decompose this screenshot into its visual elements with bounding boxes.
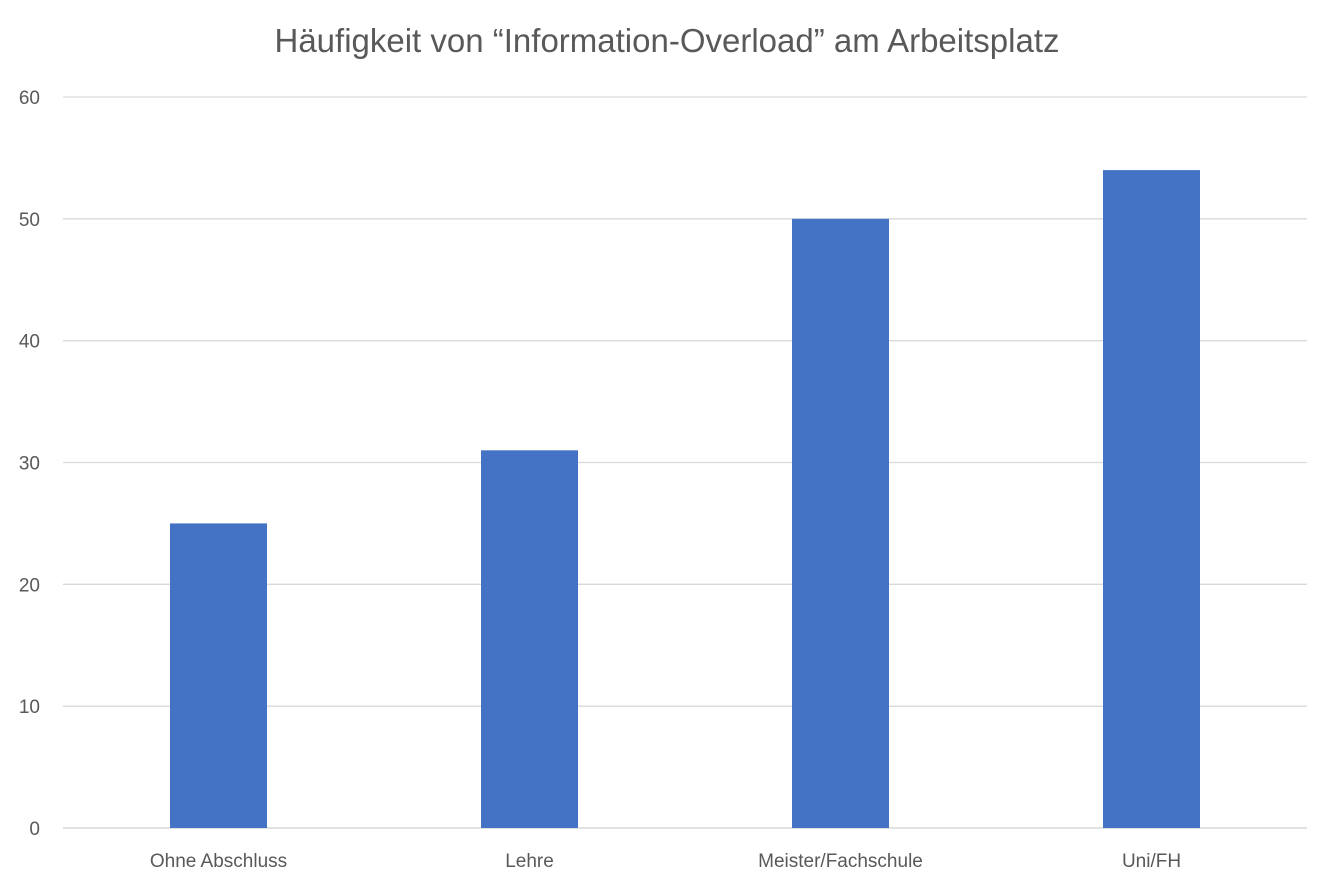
y-tick-label: 30 <box>19 454 40 475</box>
bar <box>481 450 578 828</box>
x-tick-label: Meister/Fachschule <box>758 851 923 872</box>
x-tick-label: Uni/FH <box>1122 851 1181 872</box>
chart-title: Häufigkeit von “Information-Overload” am… <box>274 22 1060 59</box>
x-tick-label: Ohne Abschluss <box>150 851 287 872</box>
bars <box>170 170 1200 829</box>
y-tick-label: 60 <box>19 88 40 109</box>
gridlines <box>63 96 1307 829</box>
y-tick-label: 40 <box>19 332 40 353</box>
x-axis-ticks: Ohne Abschluss Lehre Meister/Fachschule Uni… <box>150 851 1181 872</box>
y-tick-label: 20 <box>19 575 40 596</box>
bar <box>792 218 889 829</box>
bar <box>170 523 267 828</box>
y-tick-label: 50 <box>19 210 40 231</box>
y-tick-label: 0 <box>29 819 40 840</box>
y-axis-ticks: 0 10 20 30 40 50 60 <box>19 88 40 840</box>
bar <box>1103 170 1200 829</box>
x-tick-label: Lehre <box>505 851 554 872</box>
y-tick-label: 10 <box>19 697 40 718</box>
